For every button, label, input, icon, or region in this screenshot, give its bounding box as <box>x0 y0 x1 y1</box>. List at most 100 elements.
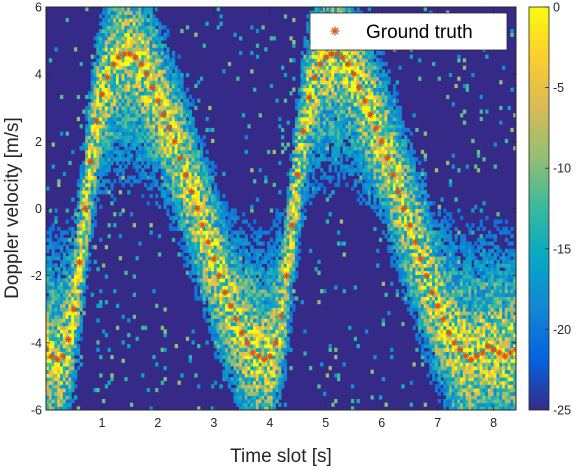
heatmap-cell <box>107 138 111 144</box>
heatmap-cell <box>76 358 81 363</box>
heatmap-cell <box>124 179 128 184</box>
heatmap-cell <box>51 226 55 231</box>
heatmap-cell <box>46 329 50 334</box>
heatmap-cell <box>155 61 159 67</box>
heatmap-cell <box>194 175 198 180</box>
heatmap-cell <box>99 80 103 85</box>
heatmap-cell <box>336 241 341 246</box>
heatmap-cell <box>303 153 307 158</box>
heatmap-cell <box>129 54 134 59</box>
heatmap-cell <box>222 263 226 268</box>
heatmap-cell <box>46 366 50 371</box>
heatmap-cell <box>239 226 243 231</box>
heatmap-cell <box>336 116 341 122</box>
heatmap-cell <box>267 380 271 385</box>
heatmap-cell <box>155 69 159 74</box>
heatmap-cell <box>300 135 304 140</box>
heatmap-cell <box>197 80 201 85</box>
heatmap-cell <box>85 142 89 147</box>
heatmap-cell <box>127 47 131 52</box>
heatmap-cell <box>322 61 327 67</box>
heatmap-cell <box>149 10 153 15</box>
heatmap-cell <box>65 230 69 235</box>
heatmap-cell <box>163 201 167 206</box>
heatmap-cell <box>62 333 67 338</box>
heatmap-cell <box>51 399 55 404</box>
heatmap-cell <box>300 65 304 70</box>
heatmap-cell <box>216 7 220 12</box>
heatmap-cell <box>230 358 234 363</box>
heatmap-cell <box>308 91 313 96</box>
heatmap-cell <box>205 219 209 224</box>
heatmap-cell <box>303 149 307 155</box>
heatmap-cell <box>135 72 139 78</box>
heatmap-cell <box>118 61 123 67</box>
heatmap-cell <box>54 245 58 250</box>
heatmap-cell <box>54 256 58 261</box>
heatmap-cell <box>160 153 164 158</box>
heatmap-cell <box>269 366 274 371</box>
heatmap-cell <box>149 43 153 48</box>
heatmap-cell <box>59 347 64 352</box>
heatmap-cell <box>48 226 53 231</box>
heatmap-cell <box>239 362 243 367</box>
heatmap-cell <box>62 311 67 316</box>
heatmap-cell <box>213 164 218 169</box>
heatmap-cell <box>82 311 86 316</box>
heatmap-cell <box>264 230 268 235</box>
heatmap-cell <box>183 131 187 136</box>
heatmap-cell <box>163 193 167 199</box>
heatmap-cell <box>185 197 190 202</box>
heatmap-cell <box>272 252 276 257</box>
heatmap-cell <box>180 168 184 173</box>
heatmap-cell <box>322 87 327 92</box>
heatmap-cell <box>275 256 279 261</box>
heatmap-cell <box>177 131 181 136</box>
heatmap-cell <box>308 76 313 81</box>
heatmap-cell <box>230 241 234 246</box>
heatmap-cell <box>255 344 260 349</box>
heatmap-cell <box>336 153 341 158</box>
heatmap-cell <box>267 303 271 308</box>
heatmap-cell <box>51 380 55 385</box>
heatmap-cell <box>121 17 125 23</box>
heatmap-cell <box>216 223 220 228</box>
heatmap-cell <box>325 80 330 85</box>
heatmap-cell <box>292 197 296 202</box>
heatmap-cell <box>79 307 83 312</box>
heatmap-cell <box>294 186 299 191</box>
heatmap-cell <box>241 402 246 407</box>
heatmap-cell <box>236 325 240 330</box>
heatmap-cell <box>82 259 86 264</box>
heatmap-cell <box>289 259 293 264</box>
heatmap-cell <box>65 256 69 261</box>
heatmap-cell <box>101 43 106 48</box>
heatmap-cell <box>269 340 274 345</box>
heatmap-cell <box>239 263 243 268</box>
heatmap-cell <box>233 329 237 334</box>
heatmap-cell <box>219 344 223 349</box>
heatmap-cell <box>292 204 296 209</box>
heatmap-cell <box>115 76 120 81</box>
heatmap-cell <box>82 281 86 286</box>
heatmap-cell <box>141 17 145 23</box>
heatmap-cell <box>169 197 173 202</box>
heatmap-cell <box>230 340 234 345</box>
heatmap-cell <box>272 241 276 246</box>
heatmap-cell <box>160 25 164 30</box>
heatmap-cell <box>278 278 282 283</box>
heatmap-cell <box>264 307 268 312</box>
heatmap-cell <box>222 333 226 338</box>
heatmap-cell <box>76 201 81 206</box>
heatmap-cell <box>247 241 251 246</box>
heatmap-cell <box>124 76 128 81</box>
heatmap-cell <box>79 245 83 250</box>
heatmap-cell <box>160 58 164 63</box>
heatmap-cell <box>68 366 72 371</box>
heatmap-cell <box>239 406 243 410</box>
heatmap-cell <box>219 340 223 345</box>
heatmap-cell <box>197 186 201 191</box>
heatmap-cell <box>258 168 262 173</box>
heatmap-cell <box>328 76 332 81</box>
heatmap-cell <box>278 190 282 195</box>
